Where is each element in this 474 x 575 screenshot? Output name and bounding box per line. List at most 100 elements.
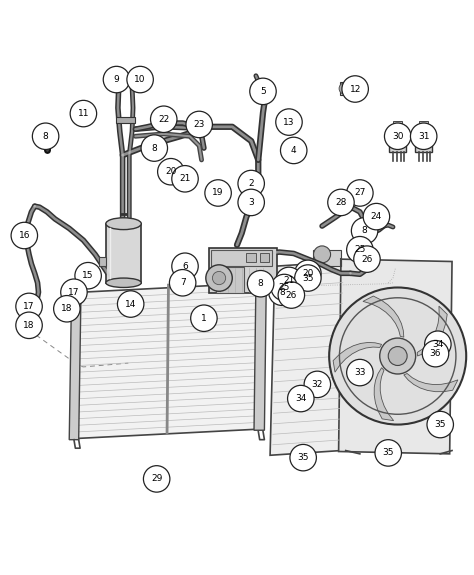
Text: 18: 18 [61,304,73,313]
Circle shape [144,466,170,492]
Bar [260,253,269,262]
Text: 21: 21 [283,276,295,285]
Text: 9: 9 [114,75,119,84]
Bar [216,267,244,293]
Circle shape [250,78,276,105]
Text: 35: 35 [435,420,446,429]
Circle shape [40,129,54,143]
Text: 13: 13 [283,117,295,126]
Text: 25: 25 [279,283,290,292]
Text: 20: 20 [302,269,314,278]
Bar [246,253,256,262]
Bar [351,85,363,93]
Ellipse shape [106,278,141,288]
Circle shape [346,359,373,386]
Circle shape [151,106,177,132]
Circle shape [276,267,302,294]
Circle shape [346,236,373,263]
Text: 29: 29 [151,474,162,484]
Text: 6: 6 [182,262,188,271]
Text: 25: 25 [354,245,365,254]
Circle shape [11,223,37,249]
Text: 16: 16 [18,231,30,240]
Polygon shape [270,262,346,455]
Circle shape [360,225,369,235]
Circle shape [288,385,314,412]
Bar [209,248,277,293]
Text: 20: 20 [165,167,176,176]
Circle shape [295,265,321,292]
Circle shape [295,260,321,286]
Bar [116,117,135,123]
Text: 1: 1 [201,314,207,323]
Polygon shape [254,283,266,430]
Circle shape [427,411,454,438]
Circle shape [278,282,305,308]
Text: 32: 32 [312,380,323,389]
Circle shape [238,170,264,197]
Text: 33: 33 [354,368,365,377]
Bar [106,224,141,283]
Circle shape [238,189,264,216]
Bar [192,122,201,129]
Circle shape [363,204,390,230]
Text: 8: 8 [362,227,367,235]
Text: 17: 17 [23,302,35,311]
Text: 28: 28 [335,198,346,207]
Text: 34: 34 [432,340,444,348]
Text: 35: 35 [383,448,394,458]
Circle shape [269,279,295,305]
Circle shape [276,109,302,135]
Circle shape [329,288,466,424]
Bar [211,250,273,266]
Circle shape [351,217,378,244]
Text: 17: 17 [68,288,80,297]
Circle shape [61,279,87,305]
Text: 19: 19 [212,189,224,197]
Text: 34: 34 [295,394,307,403]
Text: 27: 27 [354,189,365,197]
Text: 30: 30 [392,132,403,141]
Circle shape [191,305,217,331]
Text: 11: 11 [78,109,89,118]
Circle shape [354,220,375,240]
Circle shape [339,83,350,94]
Circle shape [380,338,416,374]
Text: 8: 8 [279,288,285,297]
Text: 5: 5 [260,87,266,96]
Circle shape [346,180,373,206]
Circle shape [422,340,449,367]
Circle shape [70,101,97,127]
Polygon shape [338,259,452,454]
Circle shape [354,246,380,273]
Text: 8: 8 [43,132,48,141]
Text: 23: 23 [193,120,205,129]
Circle shape [212,271,226,285]
Circle shape [384,123,411,150]
Text: 12: 12 [349,85,361,94]
Polygon shape [417,306,447,356]
Text: 2: 2 [248,179,254,188]
Bar [419,121,428,126]
Text: 18: 18 [23,321,35,330]
Text: 3: 3 [248,198,254,207]
Polygon shape [69,290,81,440]
Circle shape [388,347,407,366]
Ellipse shape [106,218,141,229]
Circle shape [157,159,184,185]
Circle shape [103,66,130,93]
Polygon shape [404,374,458,392]
Circle shape [172,253,198,279]
Text: 35: 35 [297,453,309,462]
Circle shape [271,274,298,301]
Polygon shape [72,283,265,439]
Circle shape [118,291,144,317]
Text: 24: 24 [371,212,382,221]
Bar [258,275,267,283]
Circle shape [304,371,330,398]
Text: 22: 22 [158,115,169,124]
Text: 14: 14 [125,300,137,309]
Circle shape [169,270,196,296]
Circle shape [290,444,317,471]
Bar [393,121,402,126]
